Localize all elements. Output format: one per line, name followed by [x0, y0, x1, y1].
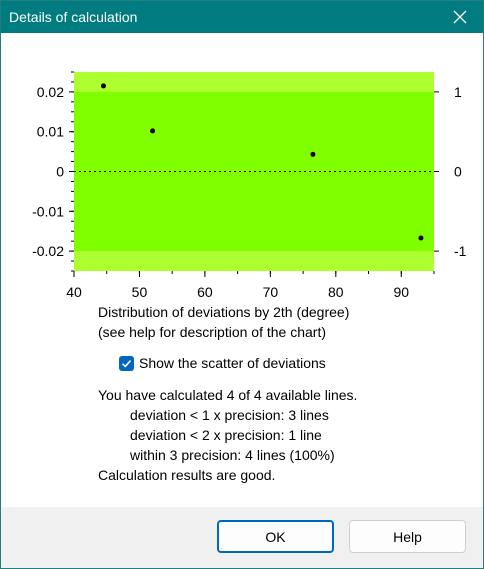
summary-line2: deviation < 1 x precision: 3 lines: [130, 407, 329, 423]
x-tick-label: 90: [393, 284, 409, 300]
help-button[interactable]: Help: [349, 520, 466, 553]
scatter-checkbox[interactable]: [119, 355, 134, 371]
summary-line5: Calculation results are good.: [98, 467, 276, 483]
y2-tick-label: 1: [454, 84, 462, 100]
button-bar: OK Help: [1, 507, 483, 568]
check-icon: [121, 359, 132, 368]
chart-caption-line1: Distribution of deviations by 2th (degre…: [98, 304, 350, 320]
data-point: [100, 83, 106, 89]
scatter-option-label: Show the scatter of deviations: [139, 355, 326, 371]
y-tick-label: -0.02: [32, 243, 64, 259]
y-tick-label: 0: [56, 164, 64, 180]
deviation-chart: 0.02 0.01 0 -0.01 -0.02 1 0 -1 40 50 60 70 80 90: [32, 71, 467, 300]
y2-tick-label: -1: [454, 243, 467, 259]
chart-caption-line2: (see help for description of the chart): [98, 324, 327, 340]
close-icon: [453, 10, 467, 24]
data-point: [418, 235, 424, 241]
summary-line3: deviation < 2 x precision: 1 line: [130, 427, 322, 443]
data-point: [310, 151, 316, 157]
x-tick-label: 70: [263, 284, 279, 300]
y2-tick-label: 0: [454, 164, 462, 180]
x-tick-label: 50: [132, 284, 148, 300]
dialog-content: 0.02 0.01 0 -0.01 -0.02 1 0 -1 40 50 60 70 80 90 Dist…: [1, 33, 483, 507]
x-tick-label: 40: [66, 284, 82, 300]
x-tick-label: 60: [197, 284, 213, 300]
data-point: [150, 128, 156, 134]
close-button[interactable]: [437, 1, 483, 33]
summary-line1: You have calculated 4 of 4 available lin…: [98, 387, 358, 403]
title-bar[interactable]: Details of calculation: [1, 1, 483, 33]
y-tick-label: 0.02: [37, 84, 64, 100]
summary-line4: within 3 precision: 4 lines (100%): [130, 447, 335, 463]
scatter-option[interactable]: Show the scatter of deviations: [119, 355, 326, 371]
y-tick-label: -0.01: [32, 203, 64, 219]
window-title: Details of calculation: [9, 9, 138, 25]
y-tick-label: 0.01: [37, 124, 64, 140]
ok-button[interactable]: OK: [217, 520, 334, 553]
x-tick-label: 80: [328, 284, 344, 300]
